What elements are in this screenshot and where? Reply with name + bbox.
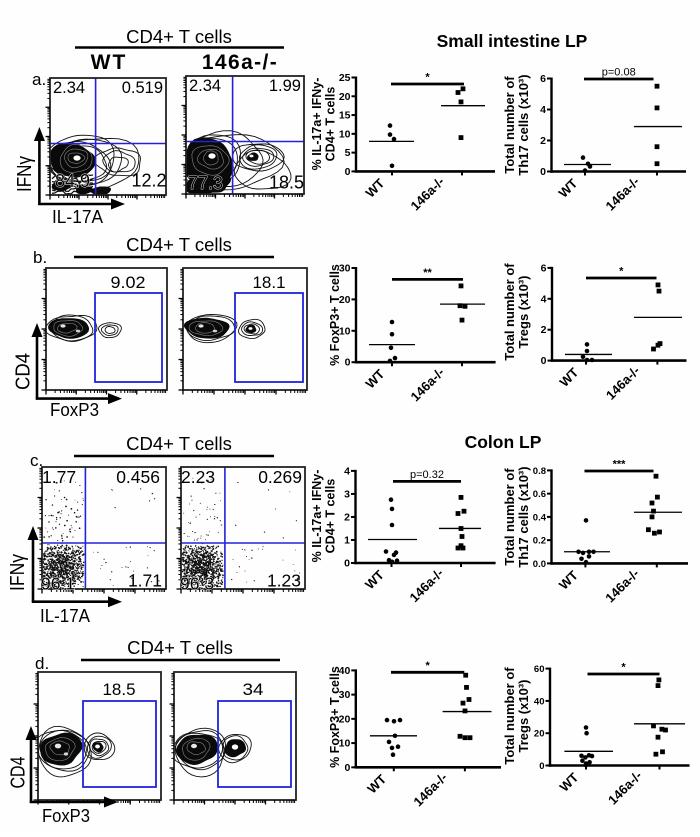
svg-text:0: 0 [344,558,350,570]
svg-text:18.5: 18.5 [103,680,136,699]
svg-text:Total number of: Total number of [502,263,517,361]
svg-text:25: 25 [339,72,351,84]
svg-text:6: 6 [541,262,547,274]
svg-text:Total number of: Total number of [502,468,517,566]
svg-text:30: 30 [339,263,351,275]
svg-text:0.456: 0.456 [116,467,160,487]
svg-text:*: * [426,660,431,672]
svg-text:% IL-17a+ IFNy-: % IL-17a+ IFNy- [310,470,324,563]
svg-text:FoxP3: FoxP3 [50,400,99,420]
svg-text:1.99: 1.99 [269,77,301,95]
svg-text:Small intestine LP: Small intestine LP [437,31,588,51]
svg-text:% IL-17a+ IFNy-: % IL-17a+ IFNy- [310,78,324,171]
svg-text:0.4: 0.4 [533,512,547,523]
svg-text:96.3: 96.3 [180,574,214,594]
svg-text:3: 3 [344,488,350,500]
svg-text:96.1: 96.1 [41,574,75,594]
svg-text:20: 20 [339,91,351,103]
svg-text:4: 4 [541,293,547,305]
svg-text:4: 4 [540,104,546,116]
svg-text:Colon LP: Colon LP [465,432,542,452]
svg-text:0: 0 [344,762,350,774]
svg-text:b.: b. [33,248,47,267]
svg-text:CD4: CD4 [8,757,30,789]
svg-text:2: 2 [344,511,350,523]
svg-text:IL-17A: IL-17A [40,606,90,626]
svg-text:1.71: 1.71 [128,571,162,591]
svg-text:Tregs (x10³): Tregs (x10³) [516,276,531,349]
svg-text:CD4+ T cells: CD4+ T cells [126,26,232,47]
svg-text:2: 2 [540,135,546,147]
svg-text:CD4+ T cells: CD4+ T cells [127,637,233,658]
svg-text:d.: d. [35,654,49,673]
svg-text:10: 10 [339,128,351,140]
svg-text:20: 20 [339,713,351,725]
svg-text:12.2: 12.2 [131,171,166,191]
svg-text:1.23: 1.23 [267,571,301,591]
svg-text:2: 2 [541,324,547,336]
svg-text:*: * [425,72,430,84]
svg-text:10: 10 [339,738,351,750]
svg-text:20: 20 [339,294,351,306]
svg-text:0.2: 0.2 [533,536,546,547]
svg-text:34: 34 [243,680,264,699]
svg-text:p=0.08: p=0.08 [602,67,636,79]
svg-text:CD4: CD4 [13,353,35,390]
svg-text:18.1: 18.1 [253,273,286,292]
svg-text:0: 0 [539,761,544,772]
svg-text:146a-/-: 146a-/- [202,51,278,74]
svg-text:CD4+ T cells: CD4+ T cells [324,87,338,162]
svg-text:18.5: 18.5 [269,173,304,193]
svg-text:FoxP3: FoxP3 [42,806,90,826]
svg-text:77.3: 77.3 [188,173,223,193]
svg-text:1: 1 [344,534,350,546]
svg-text:WT: WT [91,51,128,74]
svg-text:0.269: 0.269 [258,467,302,487]
svg-text:0.519: 0.519 [122,79,163,97]
svg-text:1.77: 1.77 [42,467,76,487]
svg-text:40: 40 [534,696,545,707]
svg-text:CD4+ T cells: CD4+ T cells [324,479,338,554]
svg-text:0: 0 [541,355,547,367]
svg-text:IL-17A: IL-17A [52,207,103,227]
svg-text:0.6: 0.6 [533,489,546,500]
svg-text:c.: c. [30,451,43,470]
svg-text:6: 6 [540,73,546,85]
svg-text:10: 10 [339,325,351,337]
svg-text:***: *** [613,459,627,471]
svg-text:40: 40 [339,665,351,677]
svg-text:0: 0 [345,357,351,369]
svg-text:Th17 cells (x10³): Th17 cells (x10³) [516,74,531,175]
svg-text:20: 20 [534,729,545,740]
svg-text:a.: a. [32,70,46,89]
svg-text:5: 5 [345,147,351,159]
svg-text:Tregs (x10³): Tregs (x10³) [516,680,531,753]
svg-text:CD4+ T cells: CD4+ T cells [126,234,232,255]
svg-text:0.0: 0.0 [533,559,546,570]
svg-text:IFNγ: IFNγ [14,156,36,192]
svg-text:2.34: 2.34 [53,79,85,97]
svg-text:0: 0 [345,166,351,178]
svg-text:84.9: 84.9 [55,171,90,191]
svg-text:2.23: 2.23 [181,467,215,487]
svg-text:60: 60 [534,664,545,675]
svg-text:% FoxP3+ T cells: % FoxP3+ T cells [328,666,342,768]
svg-text:2.34: 2.34 [189,77,221,95]
svg-text:Total number of: Total number of [502,76,517,174]
svg-text:Total number of: Total number of [502,667,517,765]
svg-text:9.02: 9.02 [111,273,146,292]
svg-text:**: ** [423,267,432,279]
svg-text:4: 4 [344,465,350,477]
svg-text:*: * [621,662,626,674]
svg-text:*: * [619,266,624,278]
svg-text:0: 0 [540,166,546,178]
svg-text:30: 30 [339,689,351,701]
svg-text:CD4+ T cells: CD4+ T cells [126,433,232,454]
svg-text:15: 15 [339,110,351,122]
svg-text:0.8: 0.8 [533,466,546,477]
svg-text:p=0.32: p=0.32 [410,469,444,481]
svg-text:IFNγ: IFNγ [7,554,29,591]
svg-text:% FoxP3+ T cells: % FoxP3+ T cells [328,264,342,366]
svg-text:Th17 cells (x10³): Th17 cells (x10³) [516,466,531,567]
